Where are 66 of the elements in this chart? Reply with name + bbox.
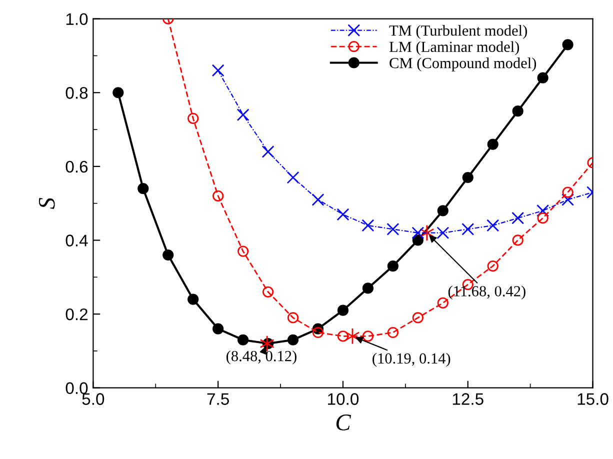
point bbox=[462, 172, 474, 184]
point bbox=[188, 294, 199, 305]
point bbox=[212, 190, 224, 202]
point bbox=[212, 64, 224, 77]
annotation: (11.68, 0.42) bbox=[448, 286, 526, 300]
legend-label: LM (Laminar model) bbox=[389, 41, 520, 56]
point bbox=[112, 87, 124, 98]
point bbox=[512, 212, 524, 224]
x-tick-label: 7.5 bbox=[207, 393, 229, 405]
point bbox=[512, 234, 524, 246]
point bbox=[138, 183, 149, 194]
point bbox=[287, 334, 299, 346]
point bbox=[238, 246, 249, 257]
point bbox=[536, 204, 550, 217]
point bbox=[362, 330, 374, 342]
point bbox=[286, 171, 300, 184]
point bbox=[362, 282, 374, 294]
point bbox=[162, 249, 174, 261]
y-tick-label: 0.2 bbox=[66, 308, 88, 320]
annotation: (10.19, 0.14) bbox=[372, 352, 450, 367]
point bbox=[262, 286, 274, 298]
x-tick-label: 10.0 bbox=[328, 393, 359, 405]
annotation: (8.48, 0.12) bbox=[226, 350, 296, 364]
y-axis-title: S bbox=[38, 198, 55, 209]
point bbox=[337, 330, 349, 342]
point bbox=[212, 323, 224, 334]
point bbox=[487, 138, 498, 150]
point bbox=[562, 186, 574, 198]
legend-label: TM (Turbulent model) bbox=[389, 25, 527, 39]
point bbox=[262, 145, 274, 158]
point bbox=[386, 222, 400, 236]
point bbox=[387, 326, 398, 338]
point bbox=[336, 208, 350, 221]
point bbox=[437, 297, 448, 309]
point bbox=[312, 326, 324, 338]
x-axis-title: C bbox=[336, 414, 352, 430]
point bbox=[562, 39, 574, 50]
point bbox=[236, 108, 250, 122]
point bbox=[312, 193, 324, 206]
point bbox=[462, 222, 474, 236]
point bbox=[437, 205, 448, 216]
point bbox=[362, 219, 374, 232]
point bbox=[537, 72, 548, 84]
y-tick-label: 0.8 bbox=[66, 87, 88, 99]
point bbox=[387, 260, 398, 272]
point bbox=[486, 219, 500, 232]
point bbox=[487, 260, 498, 272]
y-tick-label: 0.6 bbox=[66, 160, 88, 173]
point bbox=[287, 312, 299, 324]
point bbox=[238, 334, 249, 346]
point bbox=[412, 234, 424, 246]
x-tick-label: 5.0 bbox=[82, 393, 104, 405]
point bbox=[512, 106, 524, 117]
y-tick-label: 1.0 bbox=[66, 13, 88, 26]
y-tick-label: 0.0 bbox=[66, 382, 88, 394]
point bbox=[436, 226, 450, 240]
point bbox=[562, 193, 574, 206]
point bbox=[412, 312, 424, 324]
x-tick-label: 12.5 bbox=[452, 393, 484, 405]
point bbox=[337, 304, 349, 316]
point bbox=[188, 112, 199, 124]
x-tick-label: 15.0 bbox=[578, 393, 608, 405]
point bbox=[537, 212, 548, 224]
legend-label: CM (Compound model) bbox=[390, 58, 536, 72]
point bbox=[412, 226, 424, 240]
y-tick-label: 0.4 bbox=[66, 234, 88, 246]
